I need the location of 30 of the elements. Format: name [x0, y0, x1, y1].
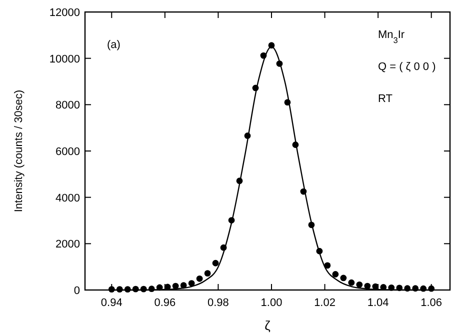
point: [372, 283, 379, 290]
x-tick-label: 0.94: [100, 297, 122, 309]
y-tick-label: 10000: [49, 53, 80, 66]
point: [348, 279, 355, 286]
y-axis-title: Intensity (counts / 30sec): [13, 90, 25, 212]
annotation: RT: [378, 93, 393, 105]
x-tick-label: 0.98: [208, 297, 229, 309]
y-tick-label: 12000: [49, 7, 80, 19]
point: [356, 281, 363, 288]
point: [340, 274, 347, 282]
point: [196, 275, 203, 282]
y-tick-label: 4000: [56, 192, 80, 204]
annotation: Mn$_{3}$Ir: [378, 29, 405, 44]
y-tick-label: 0: [74, 285, 80, 297]
point: [324, 262, 331, 269]
y-tick-label: 8000: [56, 100, 80, 112]
annotation: (a): [107, 39, 120, 51]
point: [188, 280, 195, 286]
annotation: Q = ( ζ 0 0 ): [378, 61, 436, 73]
point: [332, 271, 339, 278]
x-tick-label: 1.04: [367, 297, 389, 309]
point: [204, 270, 211, 277]
x-tick-label: 1.06: [420, 297, 442, 309]
y-tick-label: 2000: [56, 238, 80, 251]
x-tick-label: 1.00: [260, 297, 282, 309]
y-tick-label: 6000: [56, 146, 80, 158]
x-tick-label: 1.02: [314, 297, 336, 309]
point: [212, 260, 219, 266]
x-tick-label: 0.96: [154, 297, 176, 309]
x-axis-title: ζ: [264, 318, 271, 333]
